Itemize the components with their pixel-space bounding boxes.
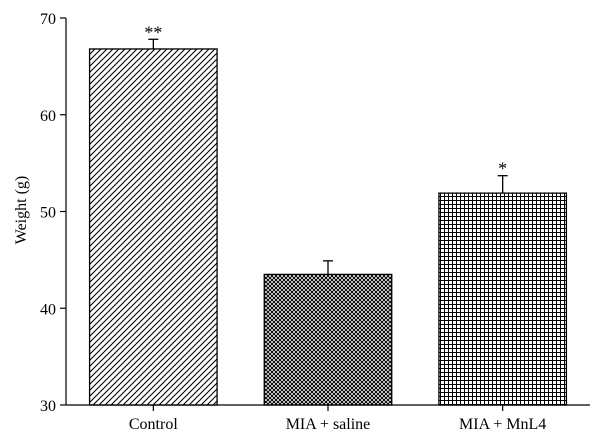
y-axis-label: Weight (g) — [13, 176, 30, 244]
x-axis-ticks: Control MIA + saline MIA + MnL4 — [129, 405, 546, 433]
x-tick-label: MIA + saline — [286, 416, 371, 433]
bar-mia-saline — [263, 273, 393, 406]
y-tick-label: 30 — [40, 398, 56, 415]
bar-control — [88, 48, 218, 406]
bar-mia-mnl4 — [438, 192, 568, 406]
y-tick-label: 60 — [40, 108, 56, 125]
x-tick-label: Control — [129, 416, 178, 433]
y-axis-ticks: 30 40 50 60 70 — [40, 11, 66, 415]
x-tick-label: MIA + MnL4 — [459, 416, 546, 433]
bars: *** — [88, 22, 568, 406]
significance-marker: ** — [144, 22, 162, 42]
y-tick-label: 50 — [40, 205, 56, 222]
y-tick-label: 40 — [40, 301, 56, 318]
y-tick-label: 70 — [40, 11, 56, 28]
significance-marker: * — [498, 159, 507, 179]
